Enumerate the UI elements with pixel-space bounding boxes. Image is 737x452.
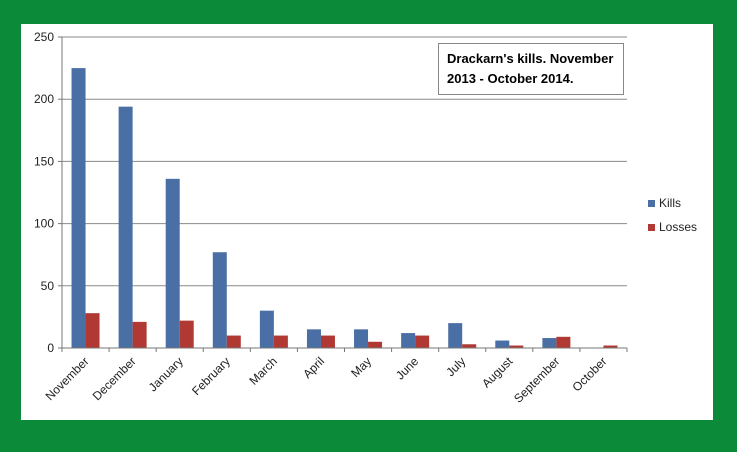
bar-losses-december: [132, 321, 147, 348]
bar-kills-august: [495, 340, 510, 348]
bar-kills-january: [165, 178, 180, 348]
y-tick-label: 50: [41, 279, 55, 293]
bar-losses-january: [179, 320, 194, 348]
x-tick-label: March: [247, 354, 280, 387]
bar-kills-december: [118, 106, 133, 348]
bar-losses-november: [85, 313, 100, 348]
x-tick-label: April: [300, 354, 327, 381]
bar-losses-july: [462, 344, 477, 348]
bar-kills-september: [542, 338, 557, 348]
y-tick-label: 150: [34, 154, 54, 168]
bar-losses-june: [415, 335, 430, 348]
x-tick-label: July: [443, 354, 468, 379]
x-tick-label: August: [479, 354, 516, 391]
bar-kills-july: [448, 323, 463, 348]
bars: [71, 68, 618, 348]
bar-kills-february: [212, 252, 227, 348]
bar-kills-march: [259, 310, 274, 348]
legend-swatch-kills: [648, 200, 655, 207]
x-tick-label: May: [348, 354, 374, 380]
y-tick-label: 200: [34, 92, 54, 106]
y-tick-label: 250: [34, 30, 54, 44]
bar-losses-october: [603, 345, 618, 348]
bar-losses-february: [226, 335, 241, 348]
legend: Kills Losses: [648, 196, 697, 234]
y-tick-label: 0: [47, 341, 54, 355]
x-tick-label: June: [393, 354, 422, 383]
legend-swatch-losses: [648, 224, 655, 231]
x-tick-label: November: [43, 354, 92, 403]
bar-losses-august: [509, 345, 524, 348]
chart-frame: 0 50 100 150 200 250 November December January F…: [21, 24, 713, 420]
gridlines: [62, 36, 627, 287]
y-axis-ticks: 0 50 100 150 200 250: [34, 30, 62, 355]
bar-kills-november: [71, 68, 86, 348]
legend-label-losses: Losses: [659, 220, 697, 234]
x-tick-label: September: [511, 354, 562, 405]
y-tick-label: 100: [34, 217, 54, 231]
bar-losses-april: [320, 335, 335, 348]
x-tick-label: January: [146, 354, 186, 394]
legend-label-kills: Kills: [659, 196, 681, 210]
bar-losses-september: [556, 336, 571, 348]
x-tick-label: October: [569, 354, 609, 394]
bar-kills-may: [354, 329, 369, 348]
x-tick-label: December: [90, 354, 139, 403]
chart-title: Drackarn's kills. November 2013 - Octobe…: [438, 43, 624, 95]
bar-kills-june: [401, 333, 416, 348]
x-tick-label: February: [189, 354, 233, 398]
bar-kills-april: [306, 329, 321, 348]
bar-losses-may: [368, 341, 383, 348]
bar-losses-march: [273, 335, 288, 348]
